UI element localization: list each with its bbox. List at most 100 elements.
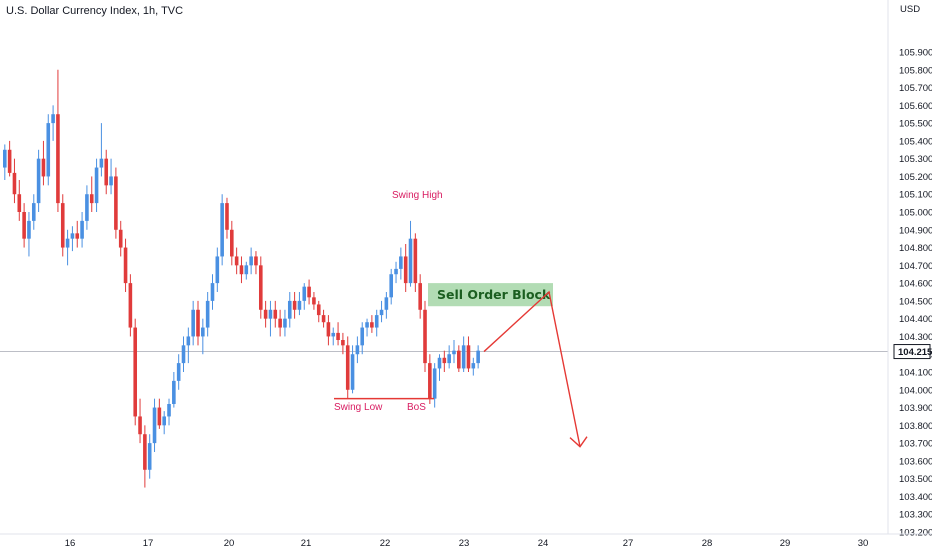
- candle-body: [85, 194, 89, 221]
- candle-body: [326, 322, 331, 337]
- candle-body: [167, 404, 171, 417]
- price-tick-label: 105.900: [899, 48, 932, 59]
- price-tick-label: 105.300: [899, 154, 932, 165]
- candle-body: [399, 256, 403, 269]
- time-tick-label: 16: [65, 538, 76, 549]
- candle-body: [263, 309, 268, 319]
- price-tick-label: 105.800: [899, 65, 932, 76]
- price-tick-label: 103.800: [899, 421, 932, 432]
- candle-body: [312, 297, 316, 305]
- price-tick-label: 103.200: [899, 528, 932, 539]
- candle-body: [350, 354, 355, 390]
- candle-body: [389, 274, 393, 298]
- candle-body: [370, 322, 374, 328]
- candle-body: [244, 265, 249, 275]
- time-tick-label: 29: [780, 538, 791, 549]
- candle-body: [46, 123, 51, 177]
- candle-body: [403, 256, 408, 284]
- order-block-label: Sell Order Block: [437, 287, 551, 302]
- candle-body: [181, 345, 186, 364]
- price-tick-label: 103.500: [899, 474, 932, 485]
- candle-body: [225, 203, 229, 230]
- price-tick-label: 104.600: [899, 279, 932, 290]
- candle-body: [292, 300, 297, 310]
- price-tick-label: 103.700: [899, 439, 932, 450]
- candle-body: [447, 354, 451, 364]
- price-tick-label: 103.300: [899, 510, 932, 521]
- candle-body: [365, 322, 369, 328]
- candle-body: [273, 309, 278, 319]
- candle-body: [196, 309, 200, 337]
- candle-body: [41, 158, 46, 177]
- candle-body: [442, 357, 447, 364]
- price-tick-label: 103.900: [899, 403, 932, 414]
- price-tick-label: 105.500: [899, 119, 932, 130]
- candle-body: [220, 203, 224, 257]
- candle-body: [205, 300, 210, 328]
- candle-body: [379, 309, 384, 316]
- candle-body: [157, 407, 162, 426]
- candle-body: [345, 345, 350, 390]
- last-price-value: 104.215: [898, 347, 932, 358]
- candle-body: [99, 158, 104, 168]
- candle-body: [210, 283, 215, 301]
- candle-body: [89, 194, 94, 204]
- candle-body: [94, 167, 99, 204]
- candle-body: [423, 309, 427, 364]
- candle-body: [297, 300, 302, 310]
- candle-body: [471, 363, 476, 369]
- time-tick-label: 20: [224, 538, 235, 549]
- price-tick-label: 104.300: [899, 332, 932, 343]
- bos-label: BoS: [407, 402, 426, 413]
- candle-body: [428, 363, 432, 399]
- sell-order-block[interactable]: Sell Order Block: [428, 283, 553, 307]
- time-tick-label: 23: [459, 538, 470, 549]
- time-tick-label: 30: [858, 538, 869, 549]
- candle-body: [307, 286, 311, 298]
- price-tick-label: 104.700: [899, 261, 932, 272]
- time-tick-label: 24: [538, 538, 549, 549]
- price-tick-label: 104.100: [899, 368, 932, 379]
- candle-body: [215, 256, 220, 284]
- candle-body: [65, 238, 70, 248]
- candle-body: [360, 327, 365, 346]
- candle-body: [268, 309, 273, 319]
- price-tick-label: 105.400: [899, 136, 932, 147]
- price-axis[interactable]: USD 103.200 103.300 103.400 103.500 103.600 1…: [887, 0, 932, 539]
- candle-body: [128, 283, 133, 328]
- price-tick-label: 105.200: [899, 172, 932, 183]
- price-tick-label: 104.800: [899, 243, 932, 254]
- candle-body: [109, 176, 113, 186]
- order-block-zone[interactable]: [428, 283, 553, 307]
- candle-body: [12, 172, 17, 195]
- price-tick-label: 105.700: [899, 83, 932, 94]
- candle-body: [355, 345, 360, 355]
- candle-body: [287, 300, 292, 319]
- time-axis[interactable]: 16 17 20 21 22 23 24 27 28 29 30: [0, 533, 932, 549]
- price-tick-label: 103.600: [899, 456, 932, 467]
- candle-body: [138, 416, 142, 435]
- candle-body: [172, 380, 176, 404]
- candle-body: [384, 297, 389, 310]
- candle-body: [36, 158, 41, 204]
- swing-low-label: Swing Low: [334, 402, 383, 413]
- candle-body: [258, 265, 263, 310]
- candle-body: [147, 443, 152, 470]
- last-price-tag-box: [893, 344, 931, 360]
- time-tick-label: 27: [623, 538, 634, 549]
- candle-body: [70, 233, 75, 239]
- candle-body: [394, 268, 398, 275]
- time-tick-label: 17: [143, 538, 154, 549]
- candle-body: [254, 256, 258, 266]
- candles: [3, 69, 480, 488]
- candle-body: [437, 357, 442, 369]
- candle-body: [114, 176, 118, 230]
- candle-body: [201, 327, 205, 337]
- price-tick-label: 104.900: [899, 225, 932, 236]
- candle-body: [123, 247, 128, 284]
- candle-body: [230, 229, 234, 257]
- candle-body: [22, 212, 26, 239]
- candle-body: [152, 407, 157, 444]
- candle-body: [374, 315, 379, 328]
